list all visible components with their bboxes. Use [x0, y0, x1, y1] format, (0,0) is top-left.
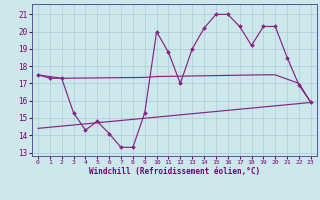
X-axis label: Windchill (Refroidissement éolien,°C): Windchill (Refroidissement éolien,°C) — [89, 167, 260, 176]
